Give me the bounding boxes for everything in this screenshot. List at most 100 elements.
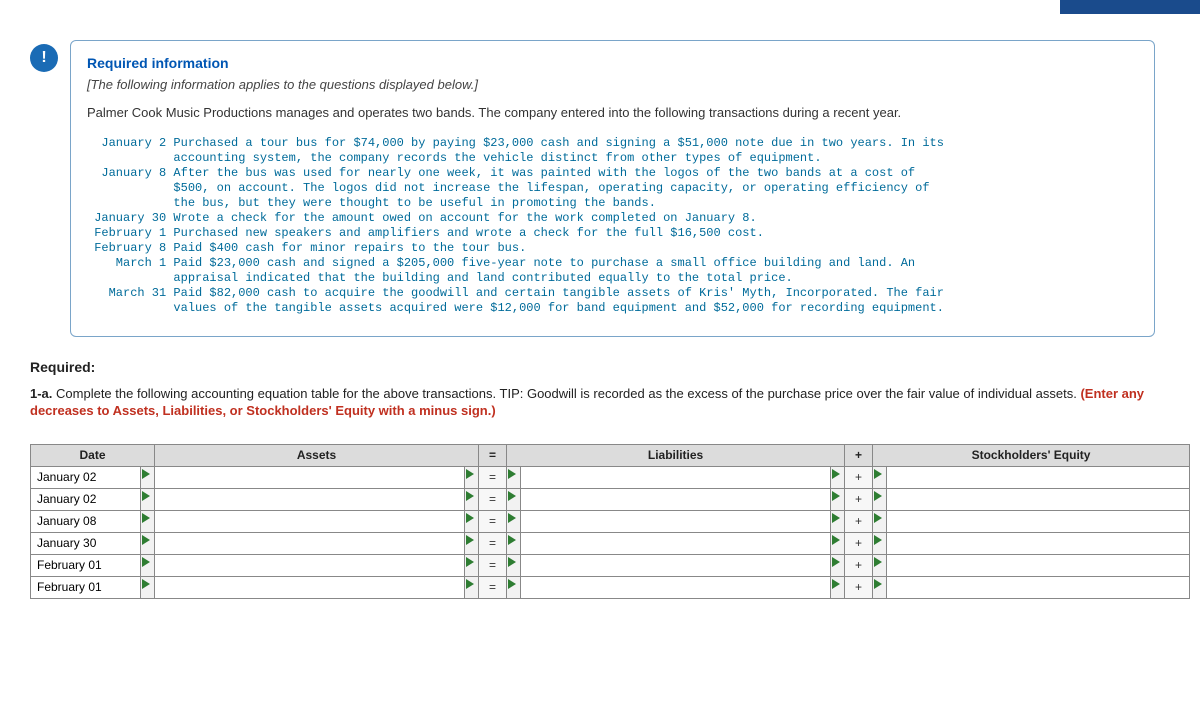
plus-cell: + <box>845 510 873 532</box>
date-cell[interactable]: January 02 <box>31 488 141 510</box>
flag-icon <box>832 491 840 501</box>
drag-handle[interactable] <box>873 532 887 554</box>
drag-handle[interactable] <box>507 510 521 532</box>
flag-icon <box>508 557 516 567</box>
liabilities-input[interactable] <box>521 554 831 576</box>
drag-handle[interactable] <box>465 488 479 510</box>
required-section: Required: 1-a. Complete the following ac… <box>30 359 1200 420</box>
table-header-row: Date Assets = Liabilities + Stockholders… <box>31 444 1190 466</box>
se-input[interactable] <box>887 510 1190 532</box>
assets-input[interactable] <box>155 554 465 576</box>
flag-icon <box>466 513 474 523</box>
liabilities-input[interactable] <box>521 466 831 488</box>
liabilities-input[interactable] <box>521 488 831 510</box>
flag-icon <box>832 513 840 523</box>
col-eq: = <box>479 444 507 466</box>
flag-icon <box>142 513 150 523</box>
liabilities-input[interactable] <box>521 532 831 554</box>
required-info-heading: Required information <box>87 55 1138 71</box>
drag-handle[interactable] <box>507 532 521 554</box>
company-intro: Palmer Cook Music Productions manages an… <box>87 104 1138 122</box>
drag-handle[interactable] <box>141 576 155 598</box>
drag-handle[interactable] <box>507 554 521 576</box>
drag-handle[interactable] <box>465 532 479 554</box>
flag-icon <box>466 579 474 589</box>
date-cell[interactable]: January 08 <box>31 510 141 532</box>
se-input[interactable] <box>887 532 1190 554</box>
equation-table-wrap: Date Assets = Liabilities + Stockholders… <box>30 444 1190 599</box>
drag-handle[interactable] <box>873 466 887 488</box>
eq-cell: = <box>479 554 507 576</box>
eq-cell: = <box>479 466 507 488</box>
col-liabilities: Liabilities <box>507 444 845 466</box>
flag-icon <box>508 513 516 523</box>
drag-handle[interactable] <box>873 488 887 510</box>
requirement-body: Complete the following accounting equati… <box>52 386 1080 401</box>
drag-handle[interactable] <box>831 532 845 554</box>
date-cell[interactable]: January 30 <box>31 532 141 554</box>
plus-cell: + <box>845 576 873 598</box>
drag-handle[interactable] <box>141 488 155 510</box>
eq-cell: = <box>479 488 507 510</box>
drag-handle[interactable] <box>507 466 521 488</box>
drag-handle[interactable] <box>831 510 845 532</box>
assets-input[interactable] <box>155 488 465 510</box>
requirement-text: 1-a. Complete the following accounting e… <box>30 385 1150 420</box>
drag-handle[interactable] <box>141 554 155 576</box>
flag-icon <box>508 469 516 479</box>
drag-handle[interactable] <box>507 488 521 510</box>
table-row: January 30 = + <box>31 532 1190 554</box>
flag-icon <box>832 579 840 589</box>
drag-handle[interactable] <box>465 554 479 576</box>
plus-cell: + <box>845 466 873 488</box>
drag-handle[interactable] <box>141 532 155 554</box>
flag-icon <box>832 557 840 567</box>
drag-handle[interactable] <box>465 510 479 532</box>
drag-handle[interactable] <box>873 576 887 598</box>
assets-input[interactable] <box>155 576 465 598</box>
drag-handle[interactable] <box>873 554 887 576</box>
flag-icon <box>142 491 150 501</box>
eq-cell: = <box>479 576 507 598</box>
flag-icon <box>466 491 474 501</box>
col-assets: Assets <box>155 444 479 466</box>
date-cell[interactable]: February 01 <box>31 554 141 576</box>
se-input[interactable] <box>887 488 1190 510</box>
drag-handle[interactable] <box>831 554 845 576</box>
assets-input[interactable] <box>155 466 465 488</box>
plus-cell: + <box>845 488 873 510</box>
requirement-number: 1-a. <box>30 386 52 401</box>
drag-handle[interactable] <box>831 488 845 510</box>
drag-handle[interactable] <box>141 466 155 488</box>
table-row: February 01 = + <box>31 576 1190 598</box>
liabilities-input[interactable] <box>521 510 831 532</box>
flag-icon <box>142 579 150 589</box>
liabilities-input[interactable] <box>521 576 831 598</box>
drag-handle[interactable] <box>873 510 887 532</box>
se-input[interactable] <box>887 466 1190 488</box>
se-input[interactable] <box>887 554 1190 576</box>
drag-handle[interactable] <box>465 576 479 598</box>
se-input[interactable] <box>887 576 1190 598</box>
drag-handle[interactable] <box>465 466 479 488</box>
eq-cell: = <box>479 510 507 532</box>
drag-handle[interactable] <box>831 576 845 598</box>
flag-icon <box>508 491 516 501</box>
col-se: Stockholders' Equity <box>873 444 1190 466</box>
drag-handle[interactable] <box>831 466 845 488</box>
assets-input[interactable] <box>155 532 465 554</box>
drag-handle[interactable] <box>141 510 155 532</box>
drag-handle[interactable] <box>507 576 521 598</box>
eq-cell: = <box>479 532 507 554</box>
assets-input[interactable] <box>155 510 465 532</box>
header-tab-fragment <box>1060 0 1200 14</box>
date-cell[interactable]: February 01 <box>31 576 141 598</box>
flag-icon <box>142 557 150 567</box>
flag-icon <box>466 469 474 479</box>
flag-icon <box>874 513 882 523</box>
applies-note: [The following information applies to th… <box>87 77 1138 92</box>
info-box: Required information [The following info… <box>70 40 1155 337</box>
flag-icon <box>142 535 150 545</box>
date-cell[interactable]: January 02 <box>31 466 141 488</box>
flag-icon <box>874 469 882 479</box>
